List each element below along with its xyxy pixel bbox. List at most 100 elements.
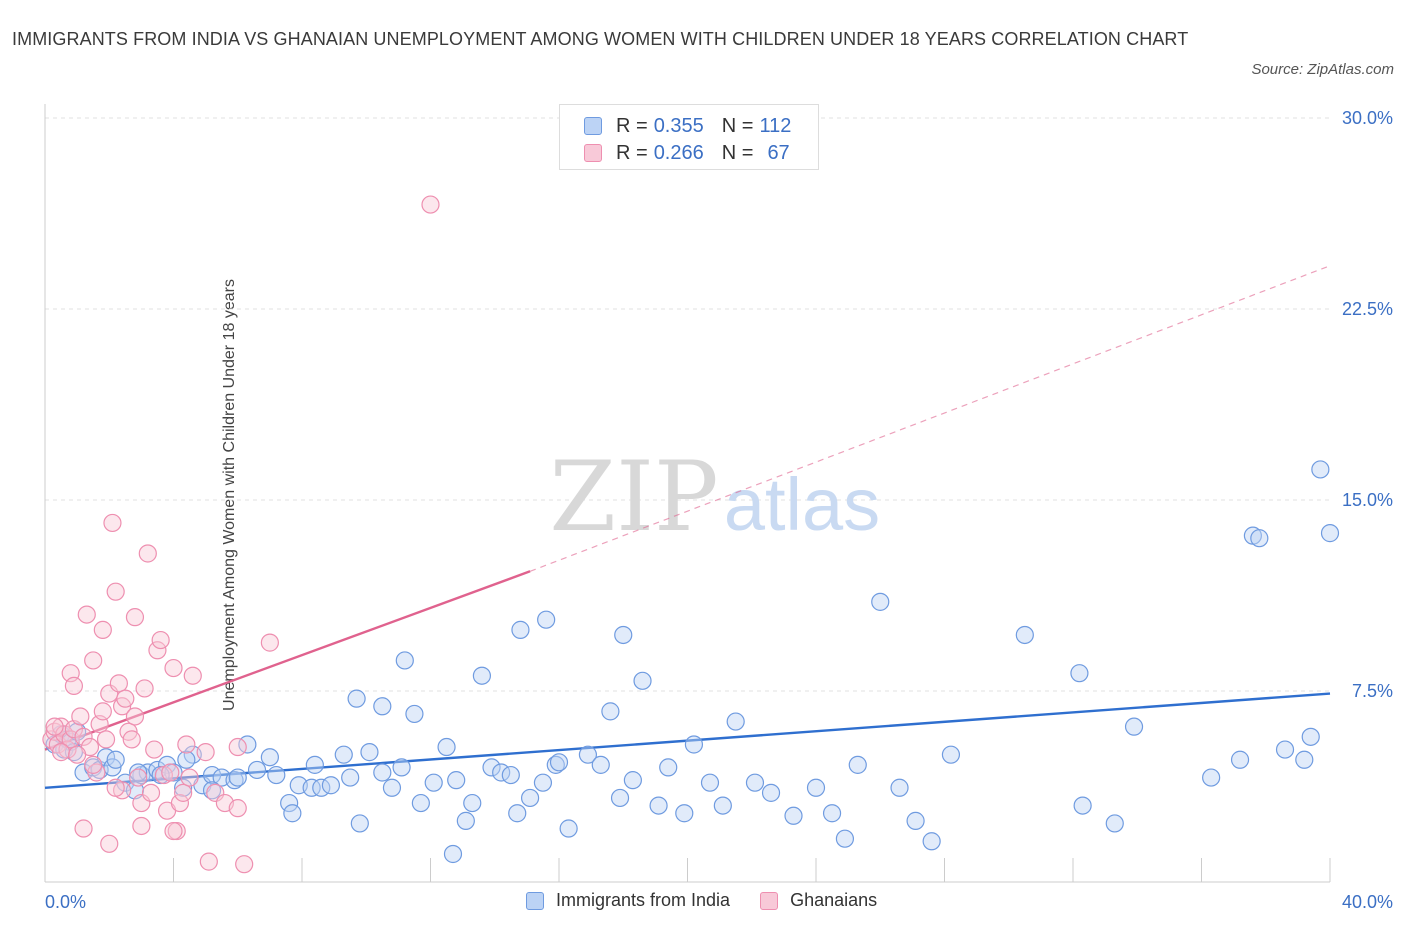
- y-tick-label: 30.0%: [1342, 108, 1393, 128]
- data-point: [51, 743, 71, 762]
- data-point: [161, 763, 180, 782]
- data-point: [447, 771, 466, 790]
- series-points-0: [45, 460, 1340, 864]
- data-point: [373, 697, 392, 716]
- series-swatch-ghana: [760, 891, 779, 910]
- watermark-atlas: atlas: [724, 463, 880, 546]
- data-point: [302, 778, 321, 797]
- data-point: [100, 834, 119, 853]
- data-point: [64, 676, 84, 696]
- data-point: [537, 610, 556, 629]
- data-point: [546, 755, 565, 774]
- data-point: [135, 679, 154, 698]
- trend-lines: [44, 265, 1331, 789]
- data-point: [437, 737, 456, 757]
- data-point: [74, 819, 93, 838]
- series-legend-india[interactable]: Immigrants from India: [526, 890, 730, 911]
- data-point: [109, 674, 128, 693]
- data-point: [177, 735, 196, 754]
- axes: [44, 104, 1331, 883]
- data-point: [196, 743, 215, 762]
- data-point: [405, 704, 424, 724]
- data-point: [614, 625, 633, 645]
- data-point: [202, 781, 222, 800]
- data-point: [700, 773, 720, 792]
- data-point: [421, 195, 440, 214]
- data-point: [559, 819, 578, 838]
- series-legend: Immigrants from India Ghanaians: [526, 890, 907, 911]
- data-point: [848, 755, 867, 774]
- data-point: [520, 788, 540, 808]
- data-point: [129, 768, 148, 787]
- data-point: [675, 804, 694, 823]
- data-point: [84, 755, 103, 774]
- data-point: [228, 737, 247, 757]
- data-point: [164, 821, 183, 841]
- data-point: [463, 793, 482, 813]
- data-point: [392, 758, 411, 777]
- data-point: [360, 743, 379, 762]
- india-r-value: 0.355: [653, 114, 704, 137]
- data-point: [713, 796, 732, 815]
- data-point: [1250, 529, 1269, 548]
- data-point: [549, 753, 569, 772]
- data-point: [132, 816, 151, 836]
- data-point: [601, 702, 620, 721]
- data-point: [77, 605, 96, 624]
- data-point: [1073, 796, 1092, 815]
- data-point: [280, 793, 299, 813]
- data-point: [1320, 524, 1340, 543]
- data-point: [482, 758, 501, 777]
- data-point: [1105, 814, 1124, 833]
- data-point: [138, 544, 157, 563]
- data-point: [177, 750, 196, 769]
- data-point: [148, 641, 167, 660]
- grid-lines: [45, 117, 1330, 692]
- data-point: [835, 829, 855, 848]
- data-point: [305, 755, 324, 774]
- data-point: [116, 689, 135, 708]
- ghana-r-value: 0.266: [653, 141, 704, 164]
- data-point: [174, 778, 193, 797]
- data-point: [443, 844, 463, 864]
- data-point: [228, 799, 247, 818]
- data-point: [129, 763, 148, 782]
- data-point: [267, 765, 286, 785]
- data-point: [350, 814, 369, 833]
- data-point: [334, 745, 353, 764]
- data-point: [151, 630, 170, 650]
- data-point: [533, 773, 553, 792]
- data-point: [84, 651, 103, 670]
- data-point: [1070, 664, 1089, 683]
- y-tick-label: 15.0%: [1342, 490, 1393, 510]
- data-point: [761, 783, 781, 802]
- data-point: [424, 773, 443, 792]
- trend-line-1: [44, 570, 531, 751]
- data-point: [225, 771, 244, 790]
- ghana-n-value: 67: [767, 141, 790, 164]
- legend-row-ghana: R = 0.266 N = 67: [584, 140, 790, 166]
- series-legend-ghana[interactable]: Ghanaians: [760, 890, 877, 911]
- x-tick-label: 40.0%: [1342, 892, 1393, 912]
- data-point: [806, 778, 826, 797]
- trend-line-0: [44, 692, 1331, 789]
- data-point: [1015, 625, 1034, 645]
- data-point: [941, 745, 961, 764]
- data-point: [145, 740, 164, 759]
- data-point: [260, 748, 279, 767]
- series-swatch-india: [526, 891, 544, 910]
- n-label: N =: [721, 114, 754, 137]
- r-label: R =: [616, 141, 648, 164]
- data-point: [822, 804, 842, 823]
- data-point: [93, 620, 112, 639]
- y-tick-label: 22.5%: [1342, 299, 1393, 319]
- data-point: [74, 727, 93, 746]
- data-point: [745, 773, 765, 792]
- data-point: [501, 765, 520, 785]
- data-point: [141, 783, 161, 802]
- data-point: [164, 658, 183, 678]
- data-point: [106, 750, 125, 769]
- data-point: [1295, 750, 1314, 769]
- data-point: [1124, 717, 1144, 736]
